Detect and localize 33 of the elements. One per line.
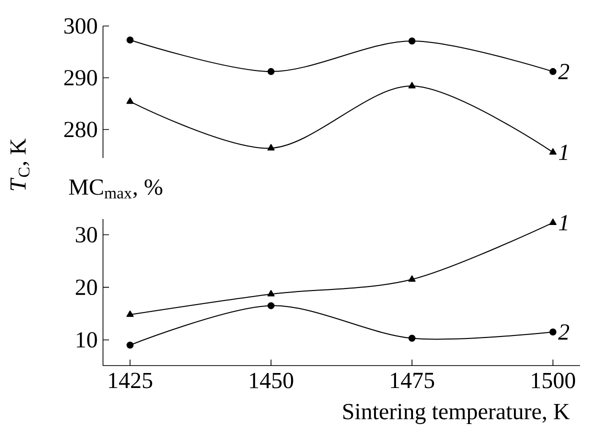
point	[408, 275, 416, 282]
point	[408, 334, 416, 342]
y-tick-label: 280	[64, 122, 97, 138]
x-tick-label: 1425	[109, 372, 152, 388]
y-axis-title: T$_{C}$, K	[10, 138, 30, 190]
point	[549, 328, 556, 336]
point	[126, 310, 134, 317]
point	[268, 302, 275, 310]
x-tick-label: 1475	[391, 372, 434, 388]
series-label: 2	[558, 324, 570, 340]
point	[408, 82, 416, 88]
point	[408, 38, 416, 45]
y-tick-label: 30	[76, 226, 97, 243]
point	[267, 144, 275, 150]
point	[268, 68, 275, 76]
point	[549, 148, 557, 155]
point	[126, 36, 134, 44]
series-label: 1	[558, 144, 568, 160]
point	[267, 290, 275, 296]
x-axis-title: Sintering temperature, K	[343, 404, 570, 424]
y-axis-title: MC$_{max}$, %	[69, 179, 162, 199]
y-tick-label: 300	[64, 18, 97, 34]
point	[549, 68, 556, 76]
y-tick-label: 10	[76, 332, 97, 348]
y-tick-label: 20	[76, 280, 97, 296]
series-label: 2	[558, 64, 570, 80]
x-tick-label: 1450	[250, 372, 294, 388]
series-label: 1	[558, 215, 568, 230]
point	[126, 97, 134, 104]
point	[549, 218, 557, 225]
y-tick-label: 290	[64, 70, 97, 86]
x-tick-label: 1500	[532, 372, 576, 388]
point	[126, 342, 134, 349]
